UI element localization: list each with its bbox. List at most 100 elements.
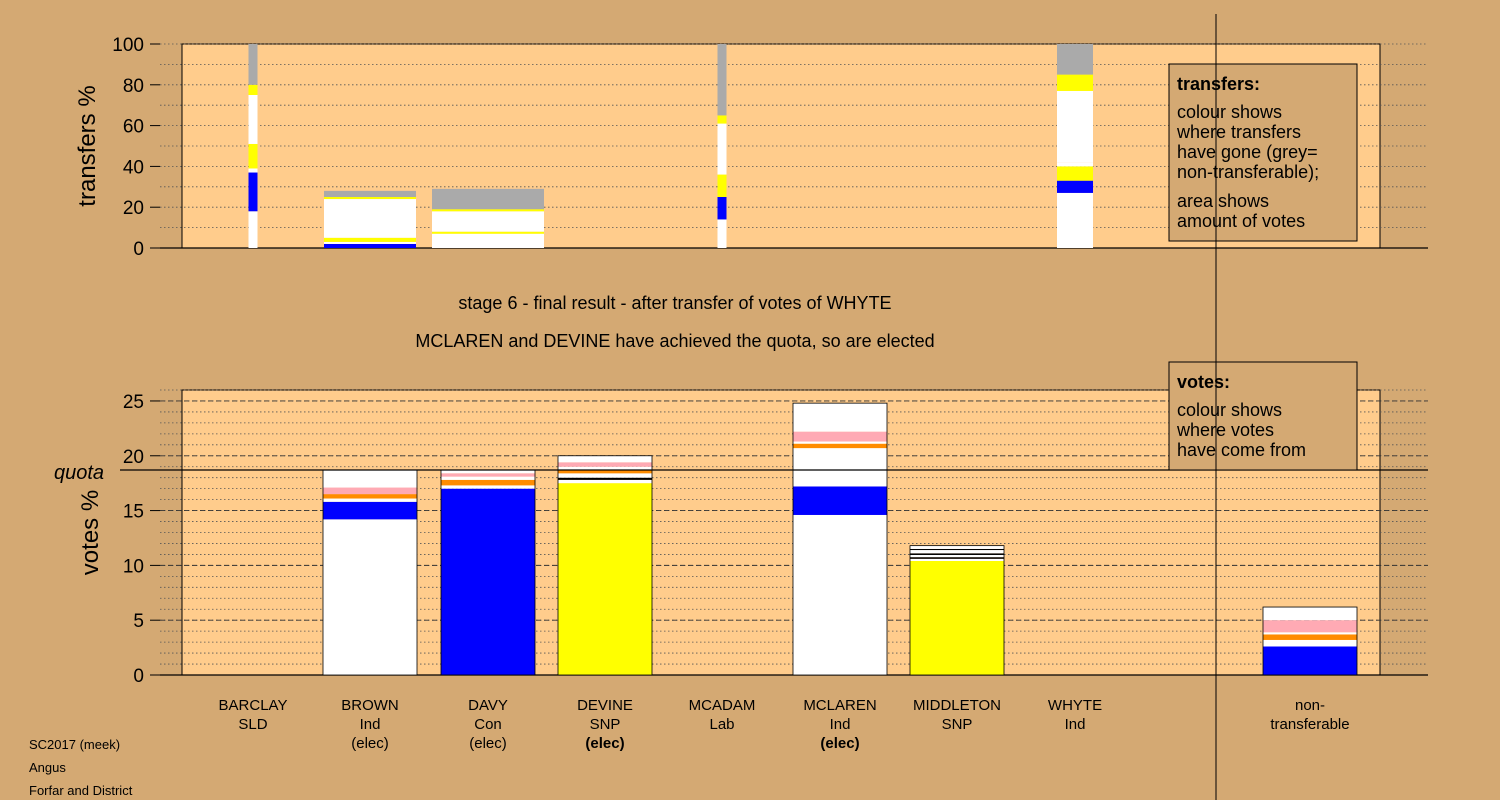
transfer-segment-white <box>248 168 258 173</box>
candidate-label-line: Ind <box>360 716 381 733</box>
candidate-label-line: BROWN <box>341 697 399 714</box>
legend-box <box>1168 63 1358 242</box>
vote-segment-white <box>793 403 887 432</box>
y-tick-label: 10 <box>123 556 144 577</box>
transfer-segment-yellow <box>248 84 258 95</box>
vote-segment-orange <box>441 479 535 486</box>
transfer-segment-white <box>248 95 258 144</box>
y-tick-label: 80 <box>123 76 144 97</box>
vote-segment-white <box>910 558 1004 561</box>
transfer-segment-white <box>1057 90 1093 163</box>
legend-title: votes: <box>1177 372 1230 392</box>
footer: SC2017 (meek) Angus Forfar and District <box>29 737 133 798</box>
transfer-bar-brown <box>324 190 416 248</box>
transfer-segment-white <box>324 241 416 244</box>
legend-line: where transfers <box>1176 122 1301 142</box>
vote-segment-pink <box>323 487 417 495</box>
candidate-label-line: MCADAM <box>689 697 756 714</box>
footer-line: Forfar and District <box>29 783 133 798</box>
transfer-bar-barclay <box>248 44 258 248</box>
legend-line: colour shows <box>1177 400 1282 420</box>
vote-segment-pink <box>558 462 652 467</box>
candidate-label-line: SLD <box>238 716 267 733</box>
vote-segment-white <box>323 498 417 502</box>
candidate-label-line: SNP <box>942 716 973 733</box>
transfer-segment-blue <box>324 243 416 248</box>
vote-bar-brown <box>322 469 418 676</box>
transfer-segment-yellow <box>432 231 544 234</box>
y-tick-label: 100 <box>112 35 144 56</box>
transfer-segment-grey <box>324 190 416 197</box>
vote-segment-pink <box>1263 620 1357 633</box>
vote-segment-black <box>910 557 1004 559</box>
y-tick-label: 0 <box>133 666 144 687</box>
transfer-bar-mcadam <box>717 44 727 248</box>
transfer-segment-yellow <box>432 209 544 212</box>
vote-bar-non-transferable <box>1262 606 1358 676</box>
transfer-segment-grey <box>717 44 727 116</box>
transfer-segment-white <box>324 199 416 238</box>
vote-segment-orange <box>323 494 417 499</box>
y-tick-label: 15 <box>123 502 144 523</box>
transfer-segment-white <box>717 123 727 175</box>
candidate-label-line: DEVINE <box>577 697 633 714</box>
candidate-label-line: non- <box>1295 697 1325 714</box>
vote-segment-blue <box>323 501 417 520</box>
footer-line: Angus <box>29 760 66 775</box>
y-tick-label: 25 <box>123 392 144 413</box>
vote-segment-pink <box>793 431 887 442</box>
y-tick-label: 5 <box>133 611 144 632</box>
vote-segment-orange <box>793 443 887 449</box>
candidate-label-line: (elec) <box>351 735 389 752</box>
y-tick-label: 20 <box>123 447 144 468</box>
transfer-segment-yellow <box>1057 74 1093 91</box>
candidate-label-line: DAVY <box>468 697 508 714</box>
y-tick-label: 40 <box>123 157 144 178</box>
vote-bar-outline <box>909 545 1005 676</box>
vote-bar-mclaren <box>792 402 888 676</box>
vote-bar-outline <box>557 455 653 676</box>
transfer-segment-grey <box>248 44 258 85</box>
vote-segment-blue <box>1263 646 1357 675</box>
vote-segment-white <box>793 448 887 487</box>
transfer-segment-grey <box>432 188 544 210</box>
candidate-label-line: transferable <box>1270 716 1349 733</box>
elected-heading: MCLAREN and DEVINE have achieved the quo… <box>415 331 934 351</box>
transfer-segment-yellow <box>324 237 416 242</box>
transfer-segment-blue <box>717 197 727 220</box>
candidate-label-line: Ind <box>830 716 851 733</box>
transfer-segment-white <box>1057 192 1093 248</box>
legend-box <box>1168 361 1358 471</box>
y-axis-label: votes % <box>77 490 104 575</box>
legend-line: have come from <box>1177 440 1306 460</box>
votes-chart: 0 5 10 15 20 25 votes % quota <box>54 389 1428 687</box>
vote-segment-white <box>323 519 417 675</box>
vote-segment-black <box>558 477 652 480</box>
transfer-bar-whyte <box>1057 44 1093 248</box>
vote-segment-white <box>793 514 887 675</box>
candidate-labels: BARCLAY SLD BROWN Ind (elec) DAVY Con (elec) DEV… <box>219 697 1350 752</box>
vote-segment-white <box>441 476 535 480</box>
transfer-segment-grey <box>1057 44 1093 75</box>
candidate-label-line: (elec) <box>820 735 859 752</box>
vote-segment-white <box>323 470 417 488</box>
legend-line: amount of votes <box>1177 211 1305 231</box>
transfer-bar-davy <box>432 188 544 248</box>
candidate-label-line: Con <box>474 716 502 733</box>
vote-segment-white <box>910 545 1004 549</box>
vote-segment-black <box>910 553 1004 555</box>
candidate-label-line: Lab <box>709 716 734 733</box>
vote-segment-white <box>558 473 652 478</box>
candidate-label-line: MIDDLETON <box>913 697 1001 714</box>
vote-segment-white <box>793 441 887 444</box>
candidate-label-line: (elec) <box>469 735 507 752</box>
vote-bar-outline <box>1262 606 1358 676</box>
candidate-label-line: SNP <box>590 716 621 733</box>
vote-bar-devine <box>557 455 653 676</box>
y-tick-label: 60 <box>123 117 144 138</box>
y-tick-label: 0 <box>133 239 144 260</box>
y-axis-label: transfers % <box>74 85 101 206</box>
candidate-label-line: (elec) <box>585 735 624 752</box>
legend-line: where votes <box>1176 420 1274 440</box>
